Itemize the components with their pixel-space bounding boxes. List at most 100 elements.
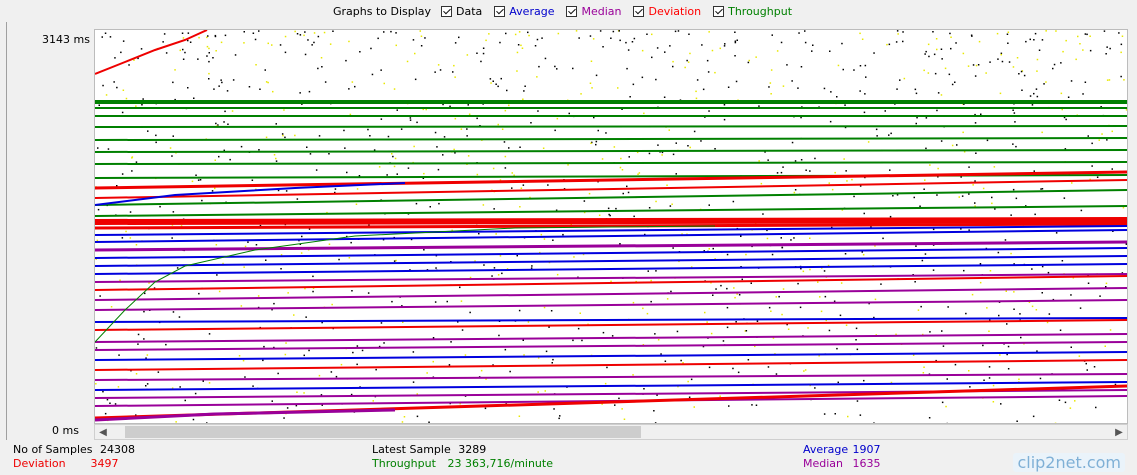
data-point <box>704 116 706 118</box>
data-point <box>647 270 649 272</box>
checkbox-throughput[interactable]: Throughput <box>713 5 792 18</box>
data-point <box>537 110 539 112</box>
data-point <box>1046 321 1049 324</box>
data-point <box>1067 96 1070 98</box>
checkbox-checked-icon[interactable] <box>566 5 578 17</box>
checkbox-checked-icon[interactable] <box>713 5 725 17</box>
data-point <box>714 258 716 260</box>
data-point <box>280 254 283 256</box>
data-point <box>903 77 906 80</box>
checkbox-checked-icon[interactable] <box>441 5 453 17</box>
data-point <box>839 314 842 317</box>
data-point <box>312 287 315 289</box>
data-point <box>575 30 578 32</box>
data-point <box>672 153 675 156</box>
data-point <box>1010 214 1012 216</box>
data-point <box>116 86 118 89</box>
data-point <box>145 357 147 359</box>
data-point <box>797 87 799 89</box>
data-point <box>621 108 623 110</box>
data-point <box>768 306 771 309</box>
checkbox-median[interactable]: Median <box>566 5 621 18</box>
data-point <box>175 152 177 154</box>
data-point <box>915 92 918 95</box>
data-point <box>853 195 855 198</box>
data-point <box>1087 135 1089 137</box>
data-point <box>827 264 830 267</box>
checkbox-deviation[interactable]: Deviation <box>633 5 701 18</box>
data-point <box>344 147 346 149</box>
data-point <box>948 73 951 76</box>
data-point <box>767 366 770 368</box>
data-point <box>1007 31 1010 33</box>
data-point <box>1025 40 1027 43</box>
data-point <box>678 260 680 263</box>
data-point <box>284 353 287 356</box>
scrollbar-thumb[interactable] <box>125 426 641 438</box>
data-point <box>307 39 309 41</box>
data-point <box>863 111 866 114</box>
data-point <box>889 215 892 218</box>
horizontal-scrollbar[interactable]: ◀ ▶ <box>94 424 1128 440</box>
data-point <box>688 33 690 35</box>
data-point <box>1122 206 1125 209</box>
data-point <box>573 256 575 258</box>
checkbox-checked-icon[interactable] <box>494 5 506 17</box>
data-point <box>355 203 358 205</box>
checkbox-data[interactable]: Data <box>441 5 482 18</box>
data-point <box>776 172 779 174</box>
data-point <box>637 173 639 175</box>
data-point <box>917 309 920 311</box>
data-point <box>257 295 260 297</box>
data-point <box>323 31 326 34</box>
data-point <box>1021 70 1024 72</box>
data-point <box>677 385 679 388</box>
data-point <box>153 287 156 289</box>
data-point <box>232 79 235 81</box>
data-point <box>259 88 261 90</box>
stat-median-label: Median <box>803 457 844 470</box>
data-point <box>504 109 507 112</box>
watermark-logo: clip2net.com <box>1013 453 1125 472</box>
data-point <box>244 245 247 248</box>
checkbox-checked-icon[interactable] <box>633 5 645 17</box>
data-point <box>794 160 797 162</box>
data-point <box>859 185 862 187</box>
data-point <box>125 230 127 233</box>
data-point <box>520 44 522 47</box>
data-point <box>1079 43 1081 45</box>
data-point <box>1020 336 1022 339</box>
data-point <box>1012 109 1014 111</box>
data-point <box>797 282 799 285</box>
data-point <box>1052 67 1054 70</box>
data-point <box>925 147 927 150</box>
data-point <box>1059 329 1062 331</box>
data-point <box>577 327 580 330</box>
data-point <box>1028 301 1031 303</box>
data-point <box>354 85 356 88</box>
stat-latest-value: 3289 <box>458 443 487 456</box>
arrow-right-icon[interactable]: ▶ <box>1115 426 1123 438</box>
data-point <box>780 41 783 44</box>
data-point <box>913 196 915 199</box>
data-point <box>974 180 976 182</box>
series-line <box>95 341 1127 351</box>
data-point <box>643 112 645 115</box>
data-point <box>1041 131 1043 134</box>
arrow-left-icon[interactable]: ◀ <box>99 426 107 438</box>
data-point <box>1086 33 1088 36</box>
data-point <box>1086 369 1088 371</box>
data-point <box>453 64 455 67</box>
data-point <box>708 204 710 206</box>
data-point <box>595 74 598 77</box>
data-point <box>383 82 385 85</box>
data-point <box>201 199 203 202</box>
data-point <box>503 141 506 143</box>
checkbox-average[interactable]: Average <box>494 5 554 18</box>
data-point <box>452 71 454 73</box>
data-point <box>802 270 805 273</box>
data-point <box>962 131 964 134</box>
data-point <box>723 104 726 106</box>
data-point <box>309 153 312 155</box>
data-point <box>1012 66 1015 68</box>
